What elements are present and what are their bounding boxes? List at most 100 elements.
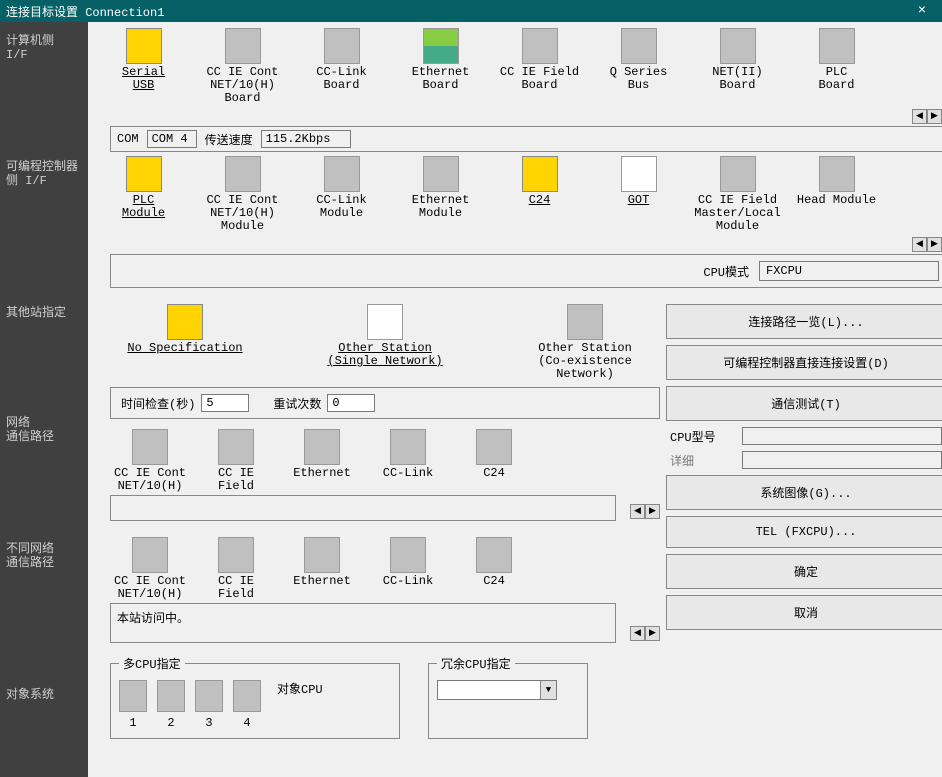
cpu-slot[interactable]: 3 (195, 680, 223, 730)
if-tile-label: Serial USB (122, 66, 165, 92)
sidebar-pc-side: 计算机侧 I/F (0, 30, 88, 66)
com-value[interactable]: COM 4 (147, 130, 197, 148)
cpu-mode-bar: CPU模式 FXCPU (110, 254, 942, 288)
if-tile[interactable]: C24 (454, 429, 534, 493)
pc-if-row: Serial USB CC IE Cont NET/10(H) Board CC-L… (96, 28, 942, 105)
if-tile[interactable]: Ethernet (282, 537, 362, 601)
if-tile[interactable]: Head Module (789, 156, 884, 207)
tel-button[interactable]: TEL (FXCPU)... (666, 516, 942, 548)
scroll-right[interactable]: ▶ (645, 504, 660, 519)
title-bar: 连接目标设置 Connection1 × (0, 0, 942, 22)
network-route-icons: CC IE Cont NET/10(H) CC IE Field Ethernet C… (110, 429, 616, 493)
if-tile[interactable]: CC-Link (368, 429, 448, 493)
if-tile[interactable]: NET(II) Board (690, 28, 785, 92)
scroll-left[interactable]: ◀ (630, 626, 645, 641)
cpu-mode-value[interactable]: FXCPU (759, 261, 939, 281)
if-tile-icon (132, 429, 168, 465)
scroll-left[interactable]: ◀ (912, 237, 927, 252)
diff-network-box: 本站访问中。 (110, 603, 616, 643)
if-tile[interactable]: CC IE Cont NET/10(H) Module (195, 156, 290, 233)
if-tile-icon (390, 429, 426, 465)
scroll-left[interactable]: ◀ (912, 109, 927, 124)
scroll-right[interactable]: ▶ (927, 237, 942, 252)
if-tile-icon (304, 537, 340, 573)
ok-button[interactable]: 确定 (666, 554, 942, 589)
if-tile-icon (476, 429, 512, 465)
if-tile[interactable]: C24 (454, 537, 534, 601)
sidebar-network-route: 网络 通信路径 (0, 412, 88, 448)
cpu-slot[interactable]: 2 (157, 680, 185, 730)
speed-label: 传送速度 (205, 131, 253, 148)
if-tile-label: Ethernet Board (412, 66, 470, 92)
if-tile-label: CC IE Cont NET/10(H) (114, 467, 186, 493)
if-tile[interactable]: No Specification (110, 304, 260, 381)
if-tile[interactable]: CC IE Cont NET/10(H) (110, 537, 190, 601)
cpu-slot-icon (157, 680, 185, 712)
if-tile[interactable]: GOT (591, 156, 686, 207)
if-tile[interactable]: Other Station (Co-existence Network) (510, 304, 660, 381)
if-tile-label: CC IE Cont NET/10(H) Module (206, 194, 278, 233)
redundant-cpu-combo[interactable]: ▼ (437, 680, 557, 700)
if-tile[interactable]: Ethernet Board (393, 28, 488, 92)
if-tile-label: Ethernet (293, 467, 351, 480)
if-tile[interactable]: CC-Link Board (294, 28, 389, 92)
time-check-label: 时间检查(秒) (121, 395, 195, 412)
if-tile-label: PLC Board (818, 66, 854, 92)
scroll-left[interactable]: ◀ (630, 504, 645, 519)
if-tile-label: CC IE Cont NET/10(H) Board (206, 66, 278, 105)
if-tile-icon (720, 156, 756, 192)
if-tile-icon (126, 28, 162, 64)
if-tile-icon (304, 429, 340, 465)
system-image-button[interactable]: 系统图像(G)... (666, 475, 942, 510)
if-tile[interactable]: Ethernet Module (393, 156, 488, 220)
if-tile-icon (567, 304, 603, 340)
speed-value[interactable]: 115.2Kbps (261, 130, 351, 148)
if-tile-icon (522, 28, 558, 64)
com-label: COM (117, 132, 139, 146)
cpu-slot[interactable]: 4 (233, 680, 261, 730)
comm-test-button[interactable]: 通信测试(T) (666, 386, 942, 421)
if-tile-label: C24 (483, 467, 505, 480)
if-tile[interactable]: CC IE Cont NET/10(H) Board (195, 28, 290, 105)
detail-label: 详细 (670, 452, 734, 469)
if-tile-icon (621, 156, 657, 192)
if-tile[interactable]: Serial USB (96, 28, 191, 92)
if-tile[interactable]: CC IE Field (196, 429, 276, 493)
if-tile[interactable]: C24 (492, 156, 587, 207)
if-tile[interactable]: PLC Board (789, 28, 884, 92)
close-icon[interactable]: × (908, 3, 936, 19)
cpu-slot[interactable]: 1 (119, 680, 147, 730)
if-tile[interactable]: Q Series Bus (591, 28, 686, 92)
if-tile[interactable]: CC-Link Module (294, 156, 389, 220)
if-tile[interactable]: CC IE Field Master/Local Module (690, 156, 785, 233)
if-tile[interactable]: CC-Link (368, 537, 448, 601)
if-tile-icon (367, 304, 403, 340)
if-tile-icon (218, 429, 254, 465)
if-tile-label: CC-Link (383, 575, 433, 588)
if-tile-label: CC IE Field (218, 575, 254, 601)
if-tile[interactable]: PLC Module (96, 156, 191, 220)
if-tile-icon (476, 537, 512, 573)
time-check-input[interactable]: 5 (201, 394, 249, 412)
if-tile-label: GOT (628, 194, 650, 207)
retry-label: 重试次数 (273, 395, 321, 412)
cpu-slot-number: 3 (205, 716, 212, 730)
if-tile[interactable]: Other Station (Single Network) (310, 304, 460, 381)
if-tile-icon (132, 537, 168, 573)
if-tile[interactable]: CC IE Field Board (492, 28, 587, 92)
if-tile-label: CC IE Field (218, 467, 254, 493)
direct-connection-button[interactable]: 可编程控制器直接连接设置(D) (666, 345, 942, 380)
sidebar-target-system: 对象系统 (0, 684, 88, 706)
retry-input[interactable]: 0 (327, 394, 375, 412)
if-tile[interactable]: Ethernet (282, 429, 362, 493)
if-tile-icon (126, 156, 162, 192)
if-tile[interactable]: CC IE Field (196, 537, 276, 601)
if-tile-label: NET(II) Board (712, 66, 762, 92)
scroll-right[interactable]: ▶ (927, 109, 942, 124)
detail-value (742, 451, 942, 469)
scroll-right[interactable]: ▶ (645, 626, 660, 641)
window-title: 连接目标设置 Connection1 (6, 3, 908, 20)
cancel-button[interactable]: 取消 (666, 595, 942, 630)
if-tile[interactable]: CC IE Cont NET/10(H) (110, 429, 190, 493)
connection-list-button[interactable]: 连接路径一览(L)... (666, 304, 942, 339)
